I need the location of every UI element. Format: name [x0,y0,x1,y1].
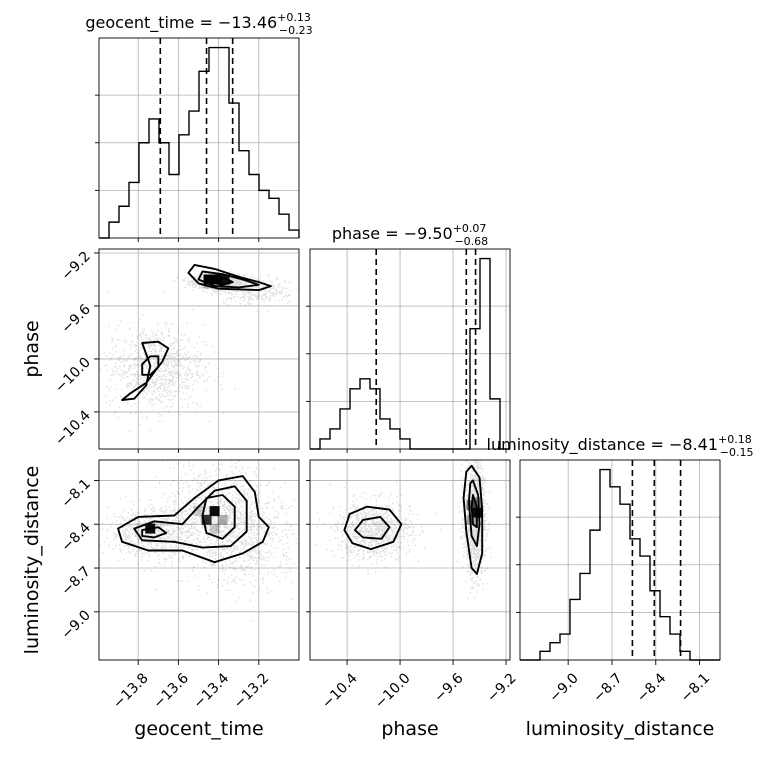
y-axis-label-luminosity_distance: luminosity_distance [21,466,43,655]
histogram-phase [310,257,510,450]
histogram-geocent_time [99,46,300,239]
contour-0 [343,505,403,551]
sample-points [315,460,492,599]
grid [99,460,299,660]
y-tick-label: −10.4 [52,407,94,449]
title-phase: phase = −9.50+0.07 −0.68 [332,222,488,248]
density-cell [466,514,477,525]
density-cell [193,506,204,517]
x-tick-label: −13.2 [231,670,273,712]
grid [99,38,299,238]
x-axis-label-phase: phase [381,718,438,740]
panel-frame [98,37,300,239]
density-cell [217,514,228,525]
y-axis-luminosity_distance: −9.0 −8.7 −8.4 −8.1 luminosity_distance [21,466,99,655]
x-axis-phase: −10.4 −10.0 −9.6 −9.2 phase [319,660,520,740]
density-cell [471,497,482,508]
contour-3 [467,479,481,548]
title-minus: −0.68 [454,235,488,248]
hist-panel-phase: phase = −9.50+0.07 −0.68 [306,222,511,450]
contour-3 [201,494,236,540]
panel-content [99,249,299,449]
x-tick-label: −8.4 [634,670,669,705]
x-tick-label: −8.1 [678,670,713,705]
sample-points [99,460,299,622]
panel-frame [98,459,300,661]
title-minus: −0.15 [720,446,754,459]
panel-frame [309,459,511,661]
x-tick-label: −10.4 [319,670,361,712]
x-axis-luminosity_distance: −9.0 −8.7 −8.4 −8.1 luminosity_distance [526,660,715,740]
contour-4 [141,355,160,376]
y-tick-label: −9.0 [58,607,93,642]
title-plus: +0.07 [453,222,487,235]
contour-0 [187,263,272,292]
y-tick-label: −9.6 [58,301,93,336]
contour-3 [121,340,170,401]
x-tick-label: −9.0 [546,670,581,705]
density-cell [219,274,230,285]
y-axis-phase: −10.4 −10.0 −9.6 −9.2 phase [21,248,99,449]
title-minus: −0.23 [279,24,313,37]
grid [310,249,510,449]
title-plus: +0.13 [277,11,311,24]
x-axis-label-luminosity_distance: luminosity_distance [526,718,715,740]
y-tick-label: −8.7 [58,564,93,599]
scatter-panel-phase-luminosity_distance [309,459,511,661]
title-plus: +0.18 [718,433,752,446]
x-tick-label: −10.0 [372,670,414,712]
title-luminosity_distance: luminosity_distance = −8.41+0.18 −0.15 [487,433,754,459]
scatter-panel-geocent_time-phase [98,248,300,450]
x-tick-label: −13.6 [150,670,192,712]
contour-1 [133,485,248,549]
contour-4 [470,494,478,529]
hist-panel-luminosity_distance: luminosity_distance = −8.41+0.18 −0.15 [487,433,754,661]
panel-frame [98,248,300,450]
density-cell [211,274,222,285]
panel-content [99,460,299,660]
panel-frame [309,248,511,450]
sample-points [99,269,299,433]
y-tick-label: −9.2 [58,248,93,283]
y-tick-label: −8.1 [58,476,93,511]
x-tick-label: −13.8 [110,670,152,712]
contour-2 [207,275,234,286]
scatter-panel-geocent_time-luminosity_distance [98,459,300,661]
panel-frame [519,459,721,661]
title-geocent_time: geocent_time = −13.46+0.13 −0.23 [85,11,312,37]
x-axis-label-geocent_time: geocent_time [134,718,263,740]
density-cell [209,506,220,517]
y-tick-label: −10.0 [52,354,94,396]
x-tick-label: −9.6 [431,670,466,705]
density-cell [201,514,212,525]
x-axis-geocent_time: −13.8−13.6−13.4−13.2 geocent_time [110,660,272,740]
y-axis-label-phase: phase [21,320,43,377]
x-tick-label: −13.4 [191,670,233,712]
y-tick-label: −8.4 [58,520,93,555]
grid [520,460,720,660]
contour-1 [354,515,391,540]
contour-1 [197,270,260,289]
x-tick-label: −9.2 [484,670,519,705]
contour-0 [117,475,270,564]
density-cell [209,523,220,534]
x-tick-label: −8.7 [590,670,625,705]
contour-2 [141,526,168,539]
panel-content [310,460,510,660]
hist-panel-geocent_time: geocent_time = −13.46+0.13 −0.23 [85,11,313,239]
contour-2 [462,464,484,575]
